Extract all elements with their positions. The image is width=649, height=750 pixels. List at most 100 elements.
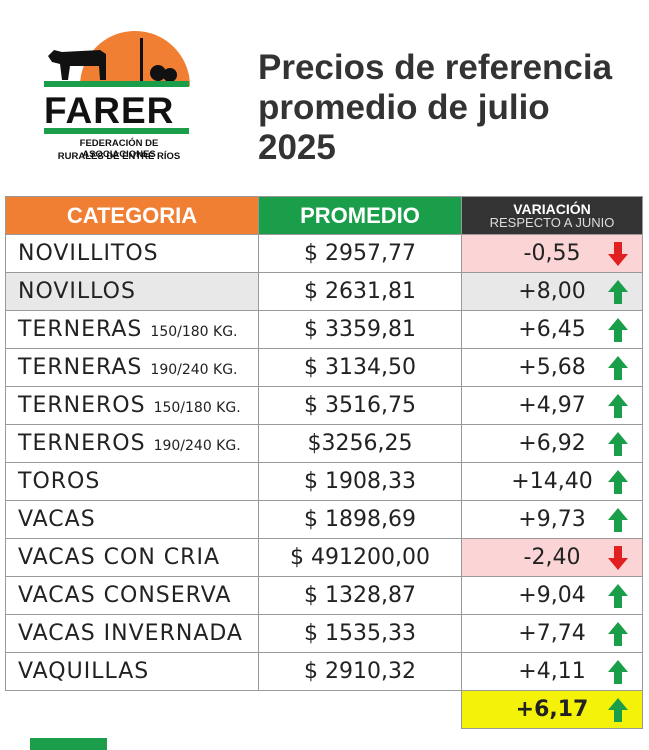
trend-arrow [608,356,628,380]
logo [44,31,190,134]
category: VACAS [18,507,96,532]
category-cell: VACAS INVERNADA [5,614,259,653]
trend-arrow [608,508,628,532]
category: TERNEROS [18,393,146,418]
trend-arrow [608,584,628,608]
title-line: 2025 [258,128,336,167]
category-cell: NOVILLITOS [5,234,259,273]
category-cell: VACAS CONSERVA [5,576,259,615]
table-row: VACAS INVERNADA $ 1535,33 +7,74 [5,614,643,653]
trend-arrow [608,318,628,342]
logo-name: FARER [44,90,175,131]
table-row: TERNERAS 190/240 KG. $ 3134,50 +5,68 [5,348,643,387]
table-row: VAQUILLAS $ 2910,32 +4,11 [5,652,643,691]
title-line: promedio de julio [258,88,550,127]
header-cell: PROMEDIO [258,196,462,235]
average-cell: $ 2910,32 [258,652,462,691]
table-row: TERNERAS 150/180 KG. $ 3359,81 +6,45 [5,310,643,349]
category-cell: VAQUILLAS [5,652,259,691]
trend-arrow [608,660,628,684]
variation: +6,45 [518,317,586,342]
variation-cell: +5,68 [461,348,643,387]
trend-arrow [608,432,628,456]
variation: +9,73 [518,507,586,532]
title: Precios de referencia promedio de julio … [258,48,612,168]
header-row: CATEGORIA PROMEDIO VARIACIÓN RESPECTO A J… [5,196,643,235]
variation-cell: +6,45 [461,310,643,349]
trend-arrow [608,242,628,266]
average-cell: $ 1535,33 [258,614,462,653]
category: NOVILLOS [18,279,136,304]
variation: -0,55 [523,241,581,266]
average-cell: $3256,25 [258,424,462,463]
category: TERNERAS [18,355,143,380]
category-cell: TERNERAS 190/240 KG. [5,348,259,387]
title-line: Precios de referencia [258,48,613,87]
variation: -2,40 [523,545,581,570]
variation-cell: -2,40 [461,538,643,577]
price-table: CATEGORIA PROMEDIO VARIACIÓN RESPECTO A J… [5,196,643,729]
category: VACAS CONSERVA [18,583,232,608]
average-cell: $ 1898,69 [258,500,462,539]
average-cell: $ 1908,33 [258,462,462,501]
variation-cell: +9,04 [461,576,643,615]
average-cell: $ 491200,00 [258,538,462,577]
variation-cell: +7,74 [461,614,643,653]
variation: +5,68 [518,355,586,380]
header-note: RESPECTO A JUNIO [489,214,615,230]
variation: +9,04 [518,583,586,608]
logo-subtitle: FEDERACIÓN DE ASOCIACIONES [79,138,159,160]
decor-bar [30,738,107,750]
header-cell: VARIACIÓN RESPECTO A JUNIO [461,196,643,235]
header-text: VARIACIÓN [513,200,591,217]
blank [6,691,259,729]
table-row: TERNEROS 190/240 KG. $3256,25 +6,92 [5,424,643,463]
total-variation: +6,17 [515,697,589,722]
average-cell: $ 2631,81 [258,272,462,311]
variation: +4,97 [518,393,586,418]
category-cell: TERNEROS 150/180 KG. [5,386,259,425]
category-cell: VACAS CON CRIA [5,538,259,577]
table-row: NOVILLITOS $ 2957,77 -0,55 [5,234,643,273]
variation-cell: +4,11 [461,652,643,691]
variation: +4,11 [518,659,586,684]
category: VACAS CON CRIA [18,545,220,570]
variation: +14,40 [511,469,593,494]
variation-cell: +9,73 [461,500,643,539]
category-cell: NOVILLOS [5,272,259,311]
size: 190/240 KG. [153,438,241,454]
size: 150/180 KG. [150,324,238,340]
category-cell: TERNERAS 150/180 KG. [5,310,259,349]
variation-cell: +14,40 [461,462,643,501]
category: TOROS [18,469,101,494]
table-row: TERNEROS 150/180 KG. $ 3516,75 +4,97 [5,386,643,425]
category-cell: TERNEROS 190/240 KG. [5,424,259,463]
total-cell: +6,17 [461,690,643,729]
variation-cell: +4,97 [461,386,643,425]
blank [259,691,462,729]
category: VAQUILLAS [18,659,150,684]
category: TERNEROS [18,431,146,456]
average-cell: $ 3359,81 [258,310,462,349]
table-row: TOROS $ 1908,33 +14,40 [5,462,643,501]
trend-arrow [608,280,628,304]
variation: +6,92 [518,431,586,456]
average-cell: $ 3516,75 [258,386,462,425]
category: VACAS INVERNADA [18,621,243,646]
category-cell: VACAS [5,500,259,539]
trend-arrow [608,394,628,418]
category: NOVILLITOS [18,241,159,266]
table-row: NOVILLOS $ 2631,81 +8,00 [5,272,643,311]
category-cell: TOROS [5,462,259,501]
logo-subtitle: RURALES DE ENTRE RÍOS [57,151,181,162]
variation-cell: +8,00 [461,272,643,311]
category: TERNERAS [18,317,143,342]
variation-cell: +6,92 [461,424,643,463]
average-cell: $ 1328,87 [258,576,462,615]
trend-arrow [608,546,628,570]
trend-arrow [608,470,628,494]
size: 150/180 KG. [153,400,241,416]
header-cell: CATEGORIA [5,196,259,235]
variation: +7,74 [518,621,586,646]
